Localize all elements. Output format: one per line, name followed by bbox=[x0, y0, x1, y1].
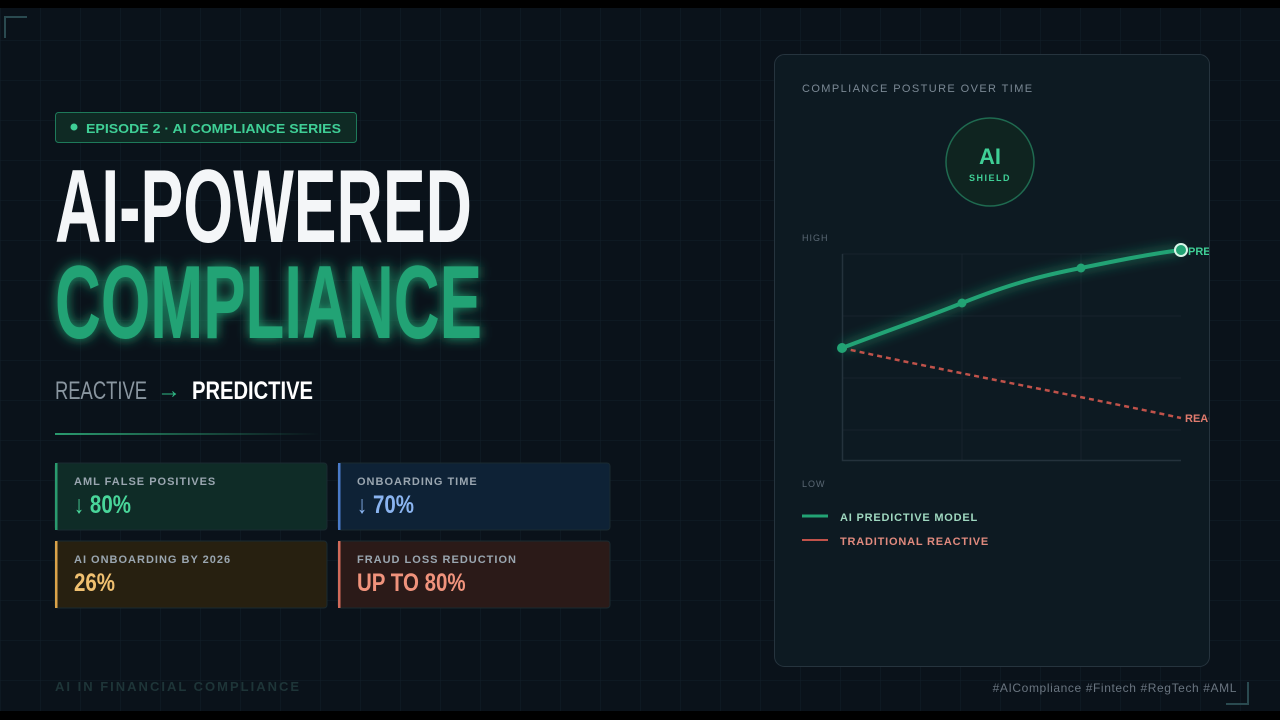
stat-value: 26% bbox=[74, 568, 115, 596]
title-line: AI-POWERED bbox=[55, 149, 472, 265]
shield-badge bbox=[945, 117, 1035, 207]
stat-cards: AML FALSE POSITIVES ↓ 80% ONBOARDING TIME ↓… bbox=[54, 462, 611, 609]
stat-value: ↓ 80% bbox=[74, 490, 131, 518]
legend-label: AI PREDICTIVE MODEL bbox=[840, 512, 978, 524]
badge bbox=[55, 112, 357, 143]
badge-text: EPISODE 2 · AI COMPLIANCE SERIES bbox=[86, 121, 341, 136]
stat-value: UP TO 80% bbox=[357, 568, 466, 596]
point bbox=[957, 298, 967, 308]
badge-dot bbox=[70, 123, 78, 131]
panel-title: COMPLIANCE POSTURE OVER TIME bbox=[802, 83, 1034, 95]
stat-label: AML FALSE POSITIVES bbox=[74, 476, 216, 488]
stat-label: FRAUD LOSS REDUCTION bbox=[357, 554, 517, 566]
plot-grid bbox=[842, 253, 1181, 460]
hashtags: #AICompliance #Fintech #RegTech #AML bbox=[993, 681, 1237, 695]
corner-bracket bbox=[4, 16, 27, 38]
stat-card-edge bbox=[55, 463, 58, 530]
line-end-label: REACTIVE bbox=[1185, 413, 1241, 425]
traditional-line bbox=[841, 346, 1182, 420]
ai-line bbox=[841, 248, 1182, 350]
stat-card-edge bbox=[338, 463, 341, 530]
legend-label: TRADITIONAL REACTIVE bbox=[840, 536, 989, 548]
stat-card-edge bbox=[338, 541, 341, 608]
tagline-arrow: → bbox=[157, 377, 181, 404]
corner-bracket bbox=[1226, 682, 1249, 705]
point bbox=[837, 343, 847, 353]
shield-sublabel: SHIELD bbox=[969, 173, 1011, 183]
divider bbox=[55, 433, 320, 435]
tagline-to: PREDICTIVE bbox=[192, 377, 313, 405]
axis-label: HIGH bbox=[802, 233, 829, 243]
shield-label: AI bbox=[979, 144, 1001, 169]
point bbox=[1076, 263, 1086, 273]
stat-label: ONBOARDING TIME bbox=[357, 476, 478, 488]
plot: PREDICTIVE REACTIVE bbox=[837, 243, 1254, 425]
title-line: COMPLIANCE bbox=[55, 245, 482, 361]
footer-text: AI IN FINANCIAL COMPLIANCE bbox=[55, 679, 301, 694]
stat-value: ↓ 70% bbox=[357, 490, 414, 518]
line-end-label: PREDICTIVE bbox=[1188, 246, 1254, 258]
stat-label: AI ONBOARDING BY 2026 bbox=[74, 554, 231, 566]
axis-label: LOW bbox=[802, 479, 826, 489]
tagline-from: REACTIVE bbox=[55, 377, 147, 405]
plot-axes bbox=[841, 254, 1181, 462]
chart-panel bbox=[774, 54, 1210, 667]
stat-card-edge bbox=[55, 541, 58, 608]
end-point bbox=[1174, 243, 1188, 257]
